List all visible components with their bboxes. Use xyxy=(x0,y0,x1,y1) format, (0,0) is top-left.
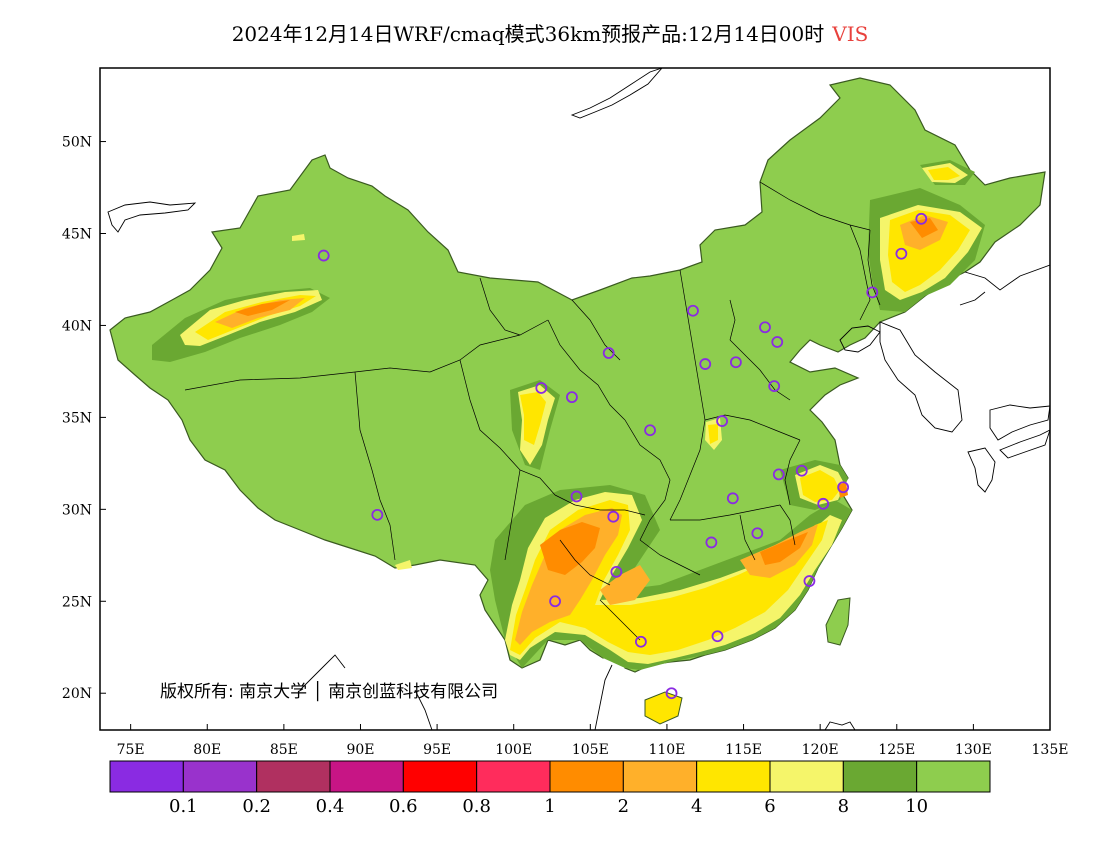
neighbor-coastlines xyxy=(107,68,1050,730)
colorbar-label: 10 xyxy=(905,796,928,817)
station-marker xyxy=(837,481,850,494)
station-marker xyxy=(711,630,724,643)
copyright-text: 版权所有: 南京大学 │ 南京创蓝科技有限公司 xyxy=(160,681,498,702)
station-marker xyxy=(759,321,771,334)
lon-tick-label: 125E xyxy=(878,742,915,758)
colorbar-swatch xyxy=(256,760,331,793)
province-boundaries xyxy=(184,181,881,641)
lon-tick-label: 90E xyxy=(346,742,374,758)
colorbar-swatch xyxy=(182,760,258,793)
title-variable: VIS xyxy=(832,22,869,46)
station-marker xyxy=(602,347,615,359)
station-marker xyxy=(895,247,908,260)
map-title: 2024年12月14日WRF/cmaq模式36km预报产品:12月14日00时 V… xyxy=(0,18,1100,47)
colorbar-swatch xyxy=(696,760,771,793)
station-marker xyxy=(866,286,879,299)
map-area xyxy=(107,68,1050,730)
colorbar-label: 0.8 xyxy=(462,796,491,817)
station-marker xyxy=(751,527,764,540)
lat-tick-label: 35N xyxy=(62,410,92,426)
station-marker xyxy=(768,380,781,393)
colorbar-swatch xyxy=(476,760,551,793)
station-marker xyxy=(687,304,699,317)
colorbar: 0.1 0.2 0.4 0.6 0.8 1 2 4 6 8 10 xyxy=(109,760,991,817)
colorbar-label: 6 xyxy=(764,796,775,817)
station-marker xyxy=(705,536,718,549)
station-marker xyxy=(665,687,678,700)
colorbar-label: 1 xyxy=(544,796,555,817)
colorbar-swatch xyxy=(842,760,918,793)
lon-tick-label: 130E xyxy=(955,742,992,758)
colorbar-label: 0.1 xyxy=(169,796,198,817)
lat-tick-label: 20N xyxy=(62,686,92,702)
colorbar-swatch xyxy=(769,760,844,793)
colorbar-label: 4 xyxy=(691,796,702,817)
lon-tick-label: 85E xyxy=(270,742,298,758)
taiwan-island xyxy=(825,597,851,646)
station-marker xyxy=(817,497,830,510)
map-frame xyxy=(99,67,1051,731)
station-marker xyxy=(317,249,330,262)
station-marker xyxy=(570,490,583,503)
station-marker xyxy=(729,356,742,369)
lat-tick-label: 50N xyxy=(62,135,92,151)
lon-tick-label: 75E xyxy=(117,742,145,758)
lat-tick-label: 30N xyxy=(62,502,92,518)
station-marker xyxy=(915,212,928,225)
station-marker xyxy=(634,635,647,648)
colorbar-swatch xyxy=(622,760,698,793)
lon-tick-label: 80E xyxy=(193,742,221,758)
colorbar-swatch xyxy=(916,760,991,793)
station-marker xyxy=(535,382,548,394)
lat-tick-label: 45N xyxy=(62,227,92,243)
vis-band-1-2 xyxy=(235,218,938,575)
station-marker xyxy=(772,468,785,481)
map-axes: 20N 25N 30N 35N 40N 45N 50N 75E 80E 85E 90E 95E 100E… xyxy=(62,135,1069,758)
hainan-island xyxy=(644,691,683,725)
station-marker xyxy=(566,391,578,404)
station-marker xyxy=(803,575,816,587)
colorbar-swatch xyxy=(329,760,404,793)
station-marker xyxy=(771,336,784,348)
lon-tick-label: 105E xyxy=(572,742,609,758)
station-marker xyxy=(371,508,384,521)
colorbar-label: 0.4 xyxy=(316,796,345,817)
colorbar-swatch xyxy=(402,760,478,793)
station-marker xyxy=(549,595,561,608)
lon-tick-label: 120E xyxy=(802,742,839,758)
lon-tick-label: 100E xyxy=(495,742,532,758)
lon-tick-label: 135E xyxy=(1032,742,1069,758)
station-markers xyxy=(317,212,928,700)
colorbar-swatch xyxy=(549,760,624,793)
colorbar-label: 2 xyxy=(618,796,629,817)
colorbar-swatch xyxy=(109,760,184,793)
station-marker xyxy=(644,424,656,437)
colorbar-label: 0.6 xyxy=(389,796,418,817)
lat-tick-label: 40N xyxy=(62,318,92,334)
lon-tick-label: 95E xyxy=(423,742,451,758)
colorbar-label: 0.2 xyxy=(242,796,271,817)
station-marker xyxy=(610,565,623,578)
station-marker xyxy=(795,464,808,477)
lat-tick-label: 25N xyxy=(62,594,92,610)
lon-tick-label: 110E xyxy=(648,742,685,758)
lon-tick-label: 115E xyxy=(725,742,762,758)
station-marker xyxy=(607,510,620,523)
station-marker xyxy=(699,358,712,370)
colorbar-label: 8 xyxy=(838,796,849,817)
title-text: 2024年12月14日WRF/cmaq模式36km预报产品:12月14日00时 xyxy=(231,22,825,46)
station-marker xyxy=(726,492,739,505)
station-marker xyxy=(716,415,728,427)
